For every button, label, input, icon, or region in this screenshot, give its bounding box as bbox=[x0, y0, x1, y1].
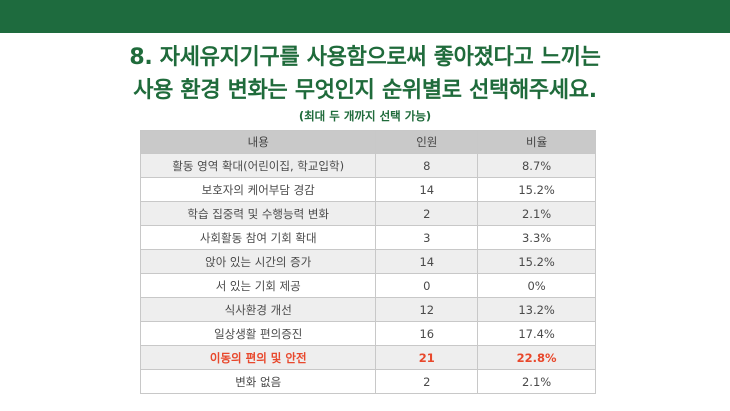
row-count: 0 bbox=[375, 273, 479, 298]
row-item: 서 있는 기회 제공 bbox=[139, 273, 377, 298]
row-item: 활동 영역 확대(어린이집, 학교입학) bbox=[139, 153, 377, 178]
table-row: 변화 없음 2 2.1% bbox=[139, 369, 596, 394]
top-bar bbox=[0, 0, 730, 33]
subtitle: (최대 두 개까지 선택 가능) bbox=[298, 109, 432, 123]
row-ratio: 22.8% bbox=[477, 345, 596, 370]
table-row: 일상생활 편의증진 16 17.4% bbox=[139, 321, 596, 346]
row-count: 14 bbox=[375, 249, 479, 274]
header-content: 내용 bbox=[139, 130, 377, 154]
header-count: 인원 bbox=[375, 130, 479, 154]
row-ratio: 0% bbox=[477, 273, 596, 298]
table-row: 식사환경 개선 12 13.2% bbox=[139, 297, 596, 322]
table-row: 학습 집중력 및 수행능력 변화 2 2.1% bbox=[139, 201, 596, 226]
table-row-highlighted: 이동의 편의 및 안전 21 22.8% bbox=[139, 345, 596, 370]
title-line-2: 사용 환경 변화는 무엇인지 순위별로 선택해주세요. bbox=[133, 78, 597, 103]
table-row: 보호자의 케어부담 경감 14 15.2% bbox=[139, 177, 596, 202]
table-row: 활동 영역 확대(어린이집, 학교입학) 8 8.7% bbox=[139, 153, 596, 178]
row-count: 2 bbox=[375, 369, 479, 394]
row-item: 이동의 편의 및 안전 bbox=[139, 345, 377, 370]
row-count: 3 bbox=[375, 225, 479, 250]
row-count: 2 bbox=[375, 201, 479, 226]
results-table: 내용 인원 비율 활동 영역 확대(어린이집, 학교입학) 8 8.7% 보호자… bbox=[139, 130, 596, 394]
row-count: 8 bbox=[375, 153, 479, 178]
title-line-1: 8. 자세유지기구를 사용함으로써 좋아졌다고 느끼는 bbox=[129, 45, 601, 70]
table-row: 사회활동 참여 기회 확대 3 3.3% bbox=[139, 225, 596, 250]
row-count: 14 bbox=[375, 177, 479, 202]
row-ratio: 15.2% bbox=[477, 177, 596, 202]
table-header-row: 내용 인원 비율 bbox=[139, 130, 596, 154]
table-row: 서 있는 기회 제공 0 0% bbox=[139, 273, 596, 298]
row-ratio: 2.1% bbox=[477, 369, 596, 394]
row-count: 16 bbox=[375, 321, 479, 346]
row-item: 사회활동 참여 기회 확대 bbox=[139, 225, 377, 250]
row-ratio: 3.3% bbox=[477, 225, 596, 250]
row-count: 12 bbox=[375, 297, 479, 322]
row-item: 식사환경 개선 bbox=[139, 297, 377, 322]
row-item: 학습 집중력 및 수행능력 변화 bbox=[139, 201, 377, 226]
row-ratio: 13.2% bbox=[477, 297, 596, 322]
row-ratio: 15.2% bbox=[477, 249, 596, 274]
row-item: 변화 없음 bbox=[139, 369, 377, 394]
row-ratio: 17.4% bbox=[477, 321, 596, 346]
table-row: 앉아 있는 시간의 증가 14 15.2% bbox=[139, 249, 596, 274]
header-ratio: 비율 bbox=[477, 130, 596, 154]
row-item: 일상생활 편의증진 bbox=[139, 321, 377, 346]
row-count: 21 bbox=[375, 345, 479, 370]
row-item: 보호자의 케어부담 경감 bbox=[139, 177, 377, 202]
row-item: 앉아 있는 시간의 증가 bbox=[139, 249, 377, 274]
row-ratio: 2.1% bbox=[477, 201, 596, 226]
row-ratio: 8.7% bbox=[477, 153, 596, 178]
